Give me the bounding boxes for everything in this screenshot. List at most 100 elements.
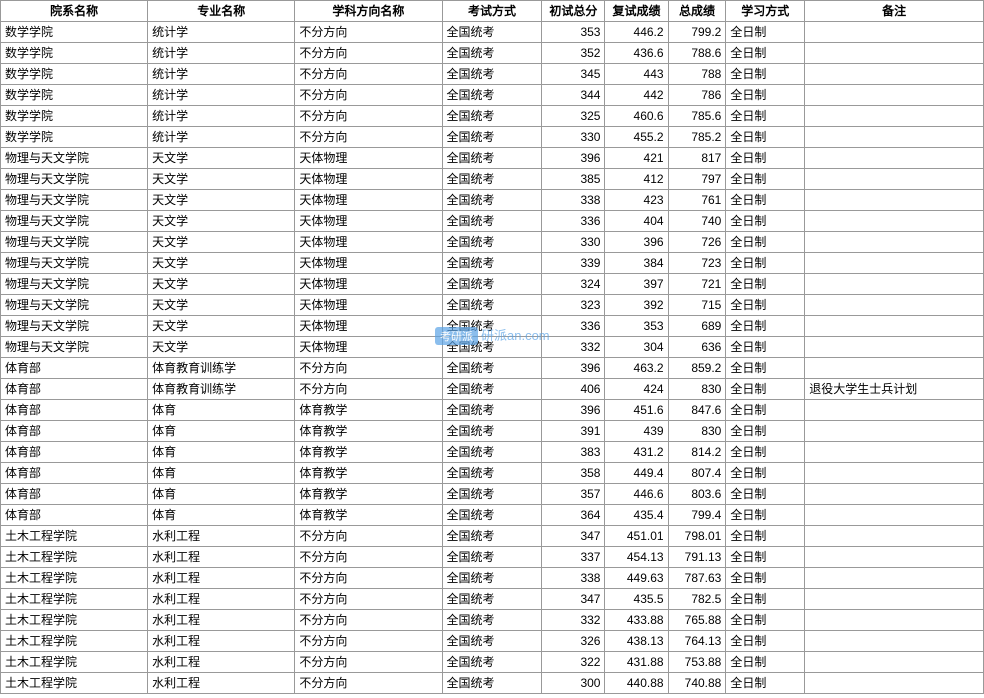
table-cell: 水利工程 bbox=[148, 568, 295, 589]
table-cell: 全国统考 bbox=[442, 274, 542, 295]
table-cell: 391 bbox=[542, 421, 605, 442]
table-cell: 799.4 bbox=[668, 505, 726, 526]
table-cell: 337 bbox=[542, 547, 605, 568]
table-cell: 431.2 bbox=[605, 442, 668, 463]
table-cell: 全日制 bbox=[726, 211, 805, 232]
column-header: 专业名称 bbox=[148, 1, 295, 22]
table-cell: 全日制 bbox=[726, 22, 805, 43]
table-cell: 396 bbox=[542, 400, 605, 421]
table-cell: 体育 bbox=[148, 505, 295, 526]
table-cell: 天体物理 bbox=[295, 232, 442, 253]
table-wrapper: 考研派研派an.com 院系名称专业名称学科方向名称考试方式初试总分复试成绩总成… bbox=[0, 0, 984, 694]
table-cell: 814.2 bbox=[668, 442, 726, 463]
table-cell: 385 bbox=[542, 169, 605, 190]
table-row: 数学学院统计学不分方向全国统考325460.6785.6全日制 bbox=[1, 106, 984, 127]
table-cell: 天文学 bbox=[148, 169, 295, 190]
table-cell: 全国统考 bbox=[442, 85, 542, 106]
table-cell: 物理与天文学院 bbox=[1, 253, 148, 274]
table-cell: 全日制 bbox=[726, 568, 805, 589]
table-cell: 水利工程 bbox=[148, 631, 295, 652]
table-cell bbox=[805, 43, 984, 64]
table-cell: 431.88 bbox=[605, 652, 668, 673]
table-cell: 体育 bbox=[148, 421, 295, 442]
table-row: 体育部体育教育训练学不分方向全国统考396463.2859.2全日制 bbox=[1, 358, 984, 379]
table-row: 物理与天文学院天文学天体物理全国统考330396726全日制 bbox=[1, 232, 984, 253]
table-cell: 全日制 bbox=[726, 190, 805, 211]
table-cell: 物理与天文学院 bbox=[1, 232, 148, 253]
table-cell bbox=[805, 148, 984, 169]
table-cell: 全日制 bbox=[726, 526, 805, 547]
header-row: 院系名称专业名称学科方向名称考试方式初试总分复试成绩总成绩学习方式备注 bbox=[1, 1, 984, 22]
table-cell: 体育 bbox=[148, 484, 295, 505]
table-cell: 761 bbox=[668, 190, 726, 211]
table-cell: 统计学 bbox=[148, 43, 295, 64]
table-row: 土木工程学院水利工程不分方向全国统考332433.88765.88全日制 bbox=[1, 610, 984, 631]
table-cell: 天文学 bbox=[148, 232, 295, 253]
table-cell: 435.4 bbox=[605, 505, 668, 526]
table-cell: 817 bbox=[668, 148, 726, 169]
table-cell: 全日制 bbox=[726, 652, 805, 673]
table-cell: 统计学 bbox=[148, 64, 295, 85]
table-cell: 396 bbox=[605, 232, 668, 253]
table-cell: 全日制 bbox=[726, 316, 805, 337]
table-cell: 水利工程 bbox=[148, 526, 295, 547]
table-cell: 463.2 bbox=[605, 358, 668, 379]
table-cell: 土木工程学院 bbox=[1, 547, 148, 568]
table-cell: 不分方向 bbox=[295, 43, 442, 64]
table-cell: 数学学院 bbox=[1, 43, 148, 64]
table-cell: 全国统考 bbox=[442, 64, 542, 85]
table-cell bbox=[805, 652, 984, 673]
table-cell: 全日制 bbox=[726, 43, 805, 64]
table-cell: 全国统考 bbox=[442, 631, 542, 652]
table-cell: 体育教育训练学 bbox=[148, 358, 295, 379]
table-cell: 全国统考 bbox=[442, 148, 542, 169]
table-cell: 322 bbox=[542, 652, 605, 673]
table-row: 土木工程学院水利工程不分方向全国统考326438.13764.13全日制 bbox=[1, 631, 984, 652]
table-cell: 全国统考 bbox=[442, 568, 542, 589]
table-cell: 339 bbox=[542, 253, 605, 274]
table-cell: 体育部 bbox=[1, 379, 148, 400]
table-cell: 358 bbox=[542, 463, 605, 484]
table-row: 物理与天文学院天文学天体物理全国统考338423761全日制 bbox=[1, 190, 984, 211]
table-cell: 全日制 bbox=[726, 64, 805, 85]
table-cell: 330 bbox=[542, 127, 605, 148]
table-cell: 460.6 bbox=[605, 106, 668, 127]
table-row: 数学学院统计学不分方向全国统考352436.6788.6全日制 bbox=[1, 43, 984, 64]
table-cell: 全日制 bbox=[726, 400, 805, 421]
table-cell: 全日制 bbox=[726, 232, 805, 253]
table-row: 土木工程学院水利工程不分方向全国统考337454.13791.13全日制 bbox=[1, 547, 984, 568]
table-cell bbox=[805, 106, 984, 127]
table-cell: 体育教学 bbox=[295, 463, 442, 484]
table-cell: 全国统考 bbox=[442, 589, 542, 610]
table-cell: 全日制 bbox=[726, 148, 805, 169]
table-cell bbox=[805, 505, 984, 526]
table-cell: 不分方向 bbox=[295, 106, 442, 127]
table-cell: 352 bbox=[542, 43, 605, 64]
table-row: 物理与天文学院天文学天体物理全国统考339384723全日制 bbox=[1, 253, 984, 274]
table-cell: 451.6 bbox=[605, 400, 668, 421]
column-header: 考试方式 bbox=[442, 1, 542, 22]
table-cell: 全国统考 bbox=[442, 379, 542, 400]
table-cell: 406 bbox=[542, 379, 605, 400]
table-cell: 数学学院 bbox=[1, 64, 148, 85]
table-cell: 体育部 bbox=[1, 505, 148, 526]
table-cell bbox=[805, 631, 984, 652]
table-cell: 物理与天文学院 bbox=[1, 148, 148, 169]
table-row: 物理与天文学院天文学天体物理全国统考396421817全日制 bbox=[1, 148, 984, 169]
table-cell: 不分方向 bbox=[295, 22, 442, 43]
table-cell: 物理与天文学院 bbox=[1, 211, 148, 232]
table-cell: 723 bbox=[668, 253, 726, 274]
table-cell: 体育部 bbox=[1, 358, 148, 379]
table-cell: 全日制 bbox=[726, 463, 805, 484]
table-cell: 数学学院 bbox=[1, 85, 148, 106]
table-cell: 847.6 bbox=[668, 400, 726, 421]
table-cell: 404 bbox=[605, 211, 668, 232]
table-cell bbox=[805, 463, 984, 484]
table-cell: 体育教学 bbox=[295, 442, 442, 463]
table-cell: 天文学 bbox=[148, 211, 295, 232]
table-cell: 体育 bbox=[148, 463, 295, 484]
table-cell: 740 bbox=[668, 211, 726, 232]
table-row: 数学学院统计学不分方向全国统考330455.2785.2全日制 bbox=[1, 127, 984, 148]
table-cell: 859.2 bbox=[668, 358, 726, 379]
table-cell: 不分方向 bbox=[295, 85, 442, 106]
